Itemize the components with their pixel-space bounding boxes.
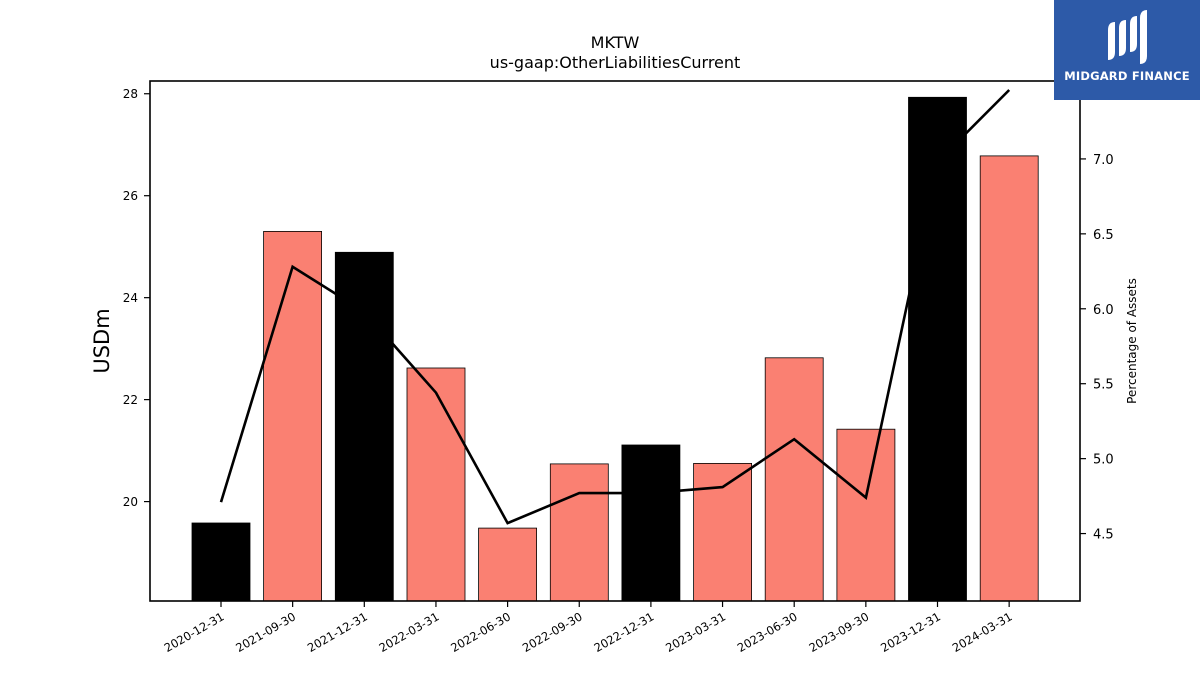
- y2-tick-label: 6.0: [1093, 303, 1114, 318]
- y-tick-label: 22: [123, 393, 138, 407]
- brand-logo: MIDGARD FINANCE: [1054, 0, 1200, 100]
- x-tick-label: 2022-12-31: [592, 609, 657, 655]
- bar: [263, 230, 323, 602]
- bar: [693, 462, 752, 602]
- bar: [478, 527, 538, 602]
- x-tick-label: 2022-09-30: [520, 609, 585, 655]
- y-tick-label: 24: [123, 291, 138, 305]
- plot-frame: [149, 80, 1081, 602]
- chart-title: MKTW: [591, 33, 640, 52]
- y-tick-label: 20: [123, 495, 138, 509]
- brand-name: MIDGARD FINANCE: [1064, 69, 1190, 83]
- bar: [764, 357, 824, 602]
- x-tick-label: 2023-03-31: [663, 609, 728, 655]
- bar: [908, 96, 967, 602]
- bar: [406, 367, 466, 602]
- x-tick-label: 2022-06-30: [448, 609, 513, 655]
- y-tick-label: 28: [123, 87, 138, 101]
- y2-tick-label: 7.0: [1093, 153, 1114, 168]
- y2-tick-label: 5.5: [1093, 378, 1114, 393]
- y2-axis-label: Percentage of Assets: [1125, 278, 1139, 404]
- x-tick-label: 2024-03-31: [950, 609, 1015, 655]
- bar: [191, 522, 251, 602]
- percentage-line: [219, 89, 1011, 525]
- y-tick-label: 26: [123, 189, 138, 203]
- midgard-m-logo-icon: [1108, 10, 1147, 64]
- y2-tick-label: 4.5: [1093, 528, 1114, 543]
- x-tick-label: 2020-12-31: [162, 609, 227, 655]
- y2-tick-label: 6.5: [1093, 228, 1114, 243]
- x-tick-label: 2023-06-30: [735, 609, 800, 655]
- bars-layer: [191, 96, 1039, 602]
- x-tick-label: 2023-09-30: [806, 609, 871, 655]
- bar: [621, 444, 681, 602]
- x-tick-label: 2021-12-31: [305, 609, 370, 655]
- y2-tick-label: 5.0: [1093, 453, 1114, 468]
- y-axis-label: USDm: [90, 308, 114, 373]
- line-layer: [219, 89, 1011, 525]
- x-tick-label: 2023-12-31: [878, 609, 943, 655]
- x-tick-label: 2022-03-31: [377, 609, 442, 655]
- chart-subtitle: us-gaap:OtherLiabilitiesCurrent: [490, 53, 741, 72]
- bar: [836, 428, 896, 602]
- bar: [549, 463, 609, 602]
- x-tick-label: 2021-09-30: [233, 609, 298, 655]
- bar: [979, 155, 1039, 602]
- bar: [334, 251, 394, 602]
